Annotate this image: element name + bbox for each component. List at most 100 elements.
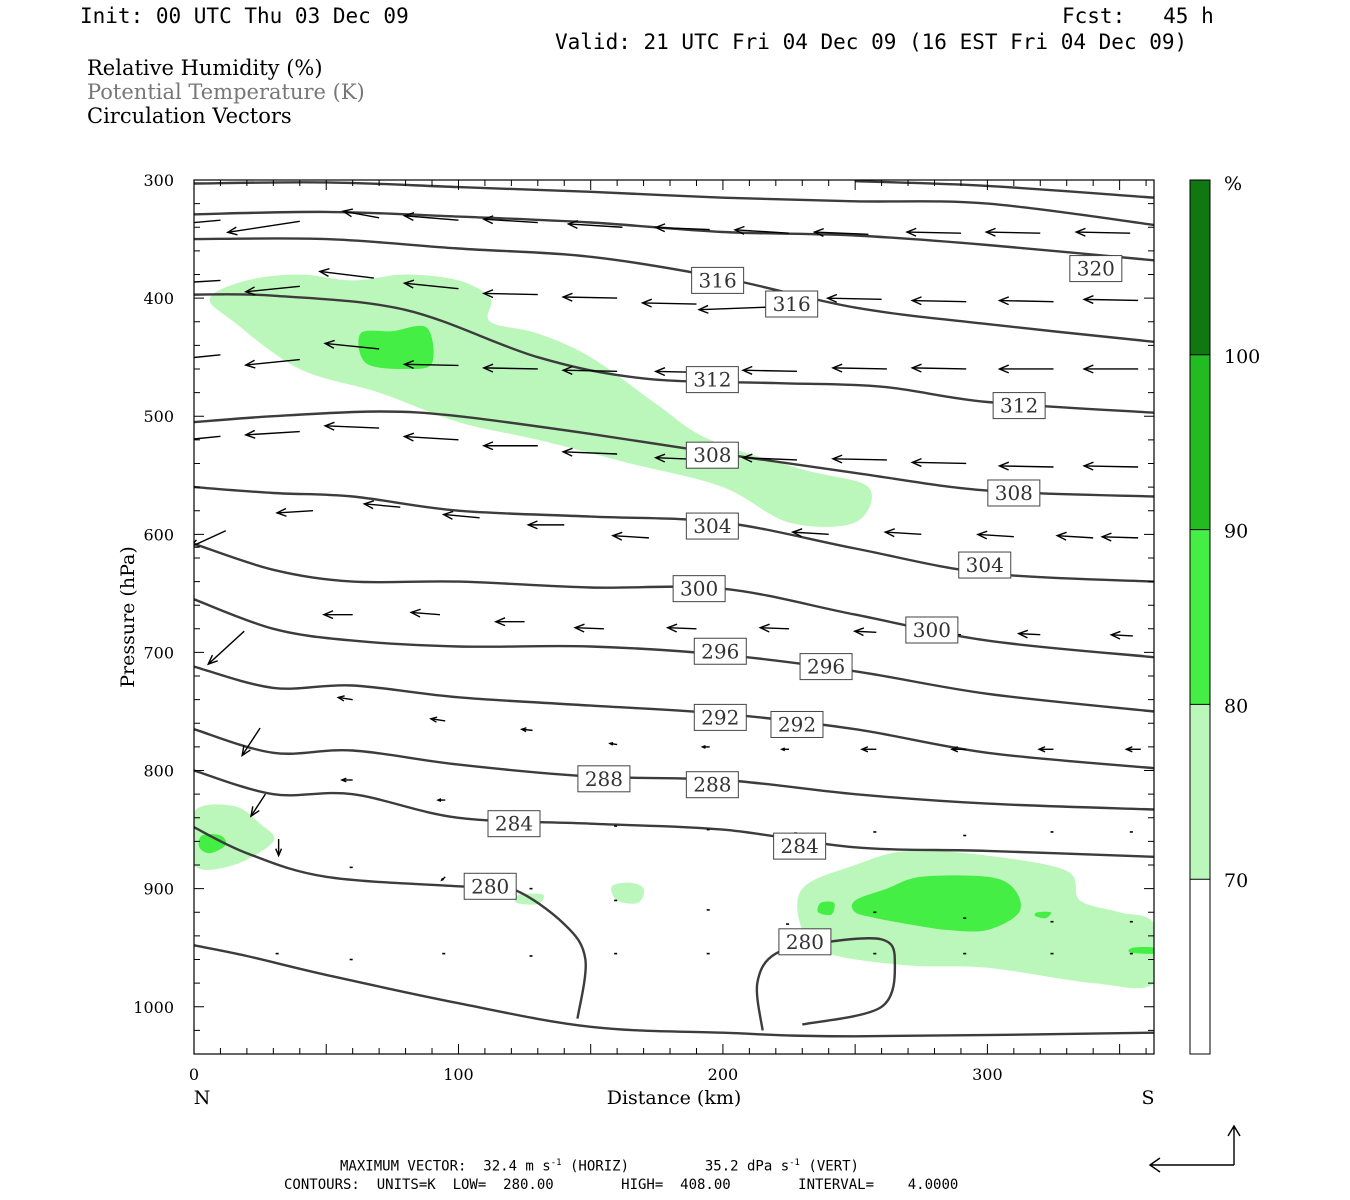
y-tick-label: 500 — [143, 407, 174, 426]
circulation-vector — [743, 367, 797, 375]
colorbar-label: 100 — [1224, 346, 1260, 368]
circulation-vector — [862, 747, 876, 752]
x-tick-label: 200 — [708, 1065, 739, 1084]
circulation-vector — [613, 532, 649, 540]
x-tick-label: 100 — [443, 1065, 474, 1084]
circulation-vector — [610, 743, 617, 746]
isentrope-320 — [194, 212, 1154, 260]
footer-max-vector: MAXIMUM VECTOR: 32.4 m s-1 (HORIZ) 35.2 … — [340, 1158, 859, 1175]
circulation-vector — [642, 299, 696, 307]
circulation-vector — [1039, 747, 1053, 752]
svg-text:288: 288 — [585, 767, 623, 791]
contour-label: 312 — [993, 393, 1045, 419]
circulation-vector — [324, 611, 353, 619]
south-label: S — [1141, 1087, 1154, 1109]
contour-label: 280 — [464, 873, 516, 899]
circulation-vector — [912, 297, 966, 305]
circulation-vector — [1019, 630, 1041, 638]
circulation-vector — [1111, 631, 1133, 639]
svg-text:316: 316 — [773, 292, 811, 316]
x-tick-label: 300 — [972, 1065, 1003, 1084]
svg-text:296: 296 — [701, 639, 739, 663]
circulation-vector — [1084, 296, 1138, 304]
contour-label: 308 — [988, 480, 1040, 506]
isentrope-288 — [194, 729, 1154, 809]
contour-label: 308 — [686, 442, 738, 468]
rh-80-region — [817, 901, 834, 915]
y-tick-label: 600 — [143, 525, 174, 544]
contour-label: 304 — [686, 513, 738, 539]
contour-label: 304 — [959, 552, 1011, 578]
north-label: N — [194, 1087, 211, 1109]
circulation-vector — [277, 508, 313, 516]
svg-text:280: 280 — [471, 874, 509, 898]
circulation-vector — [208, 631, 244, 664]
y-axis-title: Pressure (hPa) — [117, 546, 139, 688]
circulation-vector — [986, 228, 1040, 236]
isentrope-292 — [194, 667, 1154, 769]
colorbar-label: 90 — [1224, 521, 1248, 543]
svg-text:292: 292 — [778, 712, 816, 736]
y-tick-label: 800 — [143, 762, 174, 781]
circulation-vector — [484, 442, 538, 450]
contour-label: 296 — [694, 638, 746, 664]
circulation-vector — [411, 609, 440, 617]
circulation-vector — [1076, 228, 1130, 236]
circulation-vector — [1084, 462, 1138, 470]
circulation-vector — [338, 696, 352, 701]
isentrope-324 — [194, 182, 1154, 225]
circulation-vector — [1126, 747, 1140, 752]
colorbar-segment — [1190, 180, 1210, 355]
colorbar-unit: % — [1224, 173, 1242, 195]
isentrope-296 — [194, 599, 1154, 711]
svg-text:284: 284 — [495, 812, 533, 836]
circulation-vector — [1000, 297, 1054, 305]
circulation-vector — [912, 459, 966, 467]
colorbar-segment — [1190, 879, 1210, 1054]
circulation-vector — [668, 624, 697, 632]
circulation-vector — [190, 531, 226, 548]
y-tick-label: 300 — [143, 171, 174, 190]
circulation-vector — [760, 624, 789, 632]
svg-text:292: 292 — [701, 705, 739, 729]
colorbar-label: 70 — [1224, 870, 1248, 892]
circulation-vector — [1000, 462, 1054, 470]
circulation-vector — [442, 877, 446, 880]
circulation-vector — [855, 628, 877, 636]
contour-label: 292 — [694, 704, 746, 730]
circulation-vector — [484, 290, 538, 298]
circulation-vector — [184, 219, 220, 227]
y-tick-label: 400 — [143, 289, 174, 308]
svg-text:320: 320 — [1077, 257, 1115, 281]
x-tick-label: 0 — [189, 1065, 199, 1084]
circulation-vector — [782, 748, 789, 751]
colorbar-segment — [1190, 530, 1210, 705]
svg-text:308: 308 — [693, 443, 731, 467]
circulation-vector — [522, 728, 533, 732]
svg-text:312: 312 — [1000, 394, 1038, 418]
reference-vector-icon — [1150, 1126, 1240, 1172]
circulation-vector — [431, 717, 445, 722]
contour-label: 288 — [578, 766, 630, 792]
svg-text:300: 300 — [913, 618, 951, 642]
contour-label: 300 — [906, 617, 958, 643]
svg-text:304: 304 — [693, 514, 731, 538]
circulation-vector — [885, 529, 921, 537]
circulation-vector — [438, 799, 445, 802]
circulation-vector — [833, 364, 887, 372]
contour-label: 284 — [774, 833, 826, 859]
y-tick-label: 900 — [143, 880, 174, 899]
cross-section-chart: 3203163163123123083083043043003002962962… — [0, 0, 1350, 1200]
svg-text:296: 296 — [807, 655, 845, 679]
isentrope-284 — [194, 771, 1154, 857]
svg-text:316: 316 — [699, 268, 737, 292]
svg-text:300: 300 — [680, 577, 718, 601]
circulation-vector — [496, 618, 525, 626]
contour-label: 284 — [488, 811, 540, 837]
circulation-vector — [325, 422, 379, 430]
colorbar-segment — [1190, 704, 1210, 879]
circulation-vector — [1000, 365, 1054, 373]
footer-contours: CONTOURS: UNITS=K LOW= 280.00 HIGH= 408.… — [284, 1177, 958, 1193]
circulation-vector — [1084, 365, 1138, 373]
circulation-vector — [1057, 532, 1093, 540]
